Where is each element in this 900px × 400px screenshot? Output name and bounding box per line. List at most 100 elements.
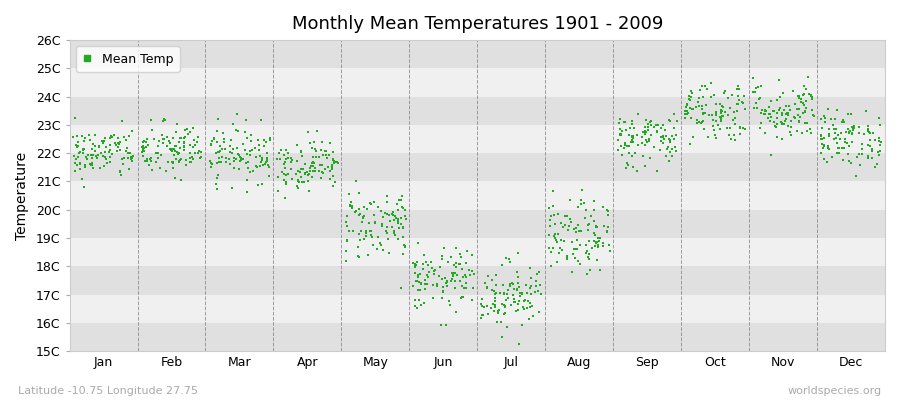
Point [704,80,718,86]
Point [352,230,366,237]
Point [379,228,393,234]
Point [236,141,250,147]
Point [493,319,508,325]
Point [78,164,93,170]
Point [861,142,876,148]
Point [395,204,410,211]
Point [99,143,113,150]
Point [582,220,597,227]
Point [463,272,477,278]
Point [139,138,153,145]
Point [178,133,193,140]
Point [284,155,298,161]
Point [696,111,710,118]
Point [363,200,377,206]
Point [142,156,157,162]
Point [446,271,460,278]
Point [319,152,333,159]
Point [260,156,274,162]
Point [307,160,321,166]
Point [639,128,653,135]
Point [770,121,785,128]
Point [842,158,857,164]
Point [619,126,634,133]
Point [577,200,591,207]
Point [872,152,886,158]
Point [112,140,126,147]
Point [686,134,700,140]
Point [692,95,706,102]
Point [321,152,336,159]
Point [509,286,524,293]
Point [98,154,112,160]
Point [140,156,154,162]
Point [435,256,449,262]
Point [69,132,84,139]
Point [167,143,182,149]
Point [626,139,640,145]
Point [162,138,176,144]
Point [635,129,650,135]
Point [238,160,253,166]
Point [188,150,202,157]
Point [395,193,410,200]
Point [76,147,90,153]
Point [865,147,879,154]
Point [223,142,238,149]
Point [601,242,616,248]
Point [447,278,462,284]
Point [573,242,588,248]
Point [589,240,603,246]
Point [371,204,385,210]
Point [255,181,269,188]
Point [121,155,135,161]
Point [855,146,869,152]
Point [775,136,789,142]
Point [140,142,155,148]
Point [415,261,429,267]
Point [630,168,644,174]
Point [571,257,585,264]
Point [825,154,840,160]
Point [600,206,615,213]
Point [501,295,516,301]
Point [389,215,403,222]
Point [465,252,480,258]
Point [688,104,703,110]
Point [448,264,463,270]
Point [73,161,87,168]
Point [106,132,121,139]
Point [166,160,181,166]
Point [117,134,131,140]
Point [109,142,123,148]
Point [94,138,109,144]
Point [749,100,763,106]
Point [643,119,657,125]
Point [730,108,744,114]
Point [543,217,557,224]
Point [733,131,747,138]
Point [635,140,650,146]
Point [435,253,449,259]
Point [781,123,796,130]
Point [398,243,412,250]
Point [355,228,369,234]
Point [732,86,746,92]
Point [248,162,263,169]
Point [498,310,512,316]
Point [565,250,580,257]
Point [723,125,737,131]
Point [713,125,727,132]
Point [427,268,441,274]
Point [873,142,887,149]
Point [523,303,537,310]
Point [212,148,227,154]
Point [806,112,821,119]
Point [639,136,653,143]
Point [622,150,636,156]
Point [172,138,186,145]
Point [821,106,835,112]
Point [642,137,656,144]
Point [396,234,410,240]
Point [69,162,84,168]
